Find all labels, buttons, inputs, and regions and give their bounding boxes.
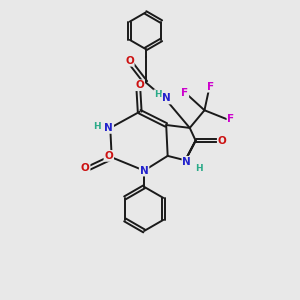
Text: H: H (93, 122, 101, 131)
Text: H: H (154, 90, 162, 99)
Text: N: N (162, 94, 171, 103)
Text: O: O (135, 80, 144, 90)
Text: N: N (182, 157, 191, 167)
Text: O: O (218, 136, 226, 146)
Text: F: F (227, 114, 235, 124)
Text: F: F (207, 82, 214, 92)
Text: O: O (104, 151, 113, 161)
Text: H: H (195, 164, 203, 173)
Text: O: O (125, 56, 134, 66)
Text: O: O (81, 163, 90, 173)
Text: N: N (104, 123, 113, 133)
Text: N: N (140, 166, 148, 176)
Text: F: F (181, 88, 188, 98)
